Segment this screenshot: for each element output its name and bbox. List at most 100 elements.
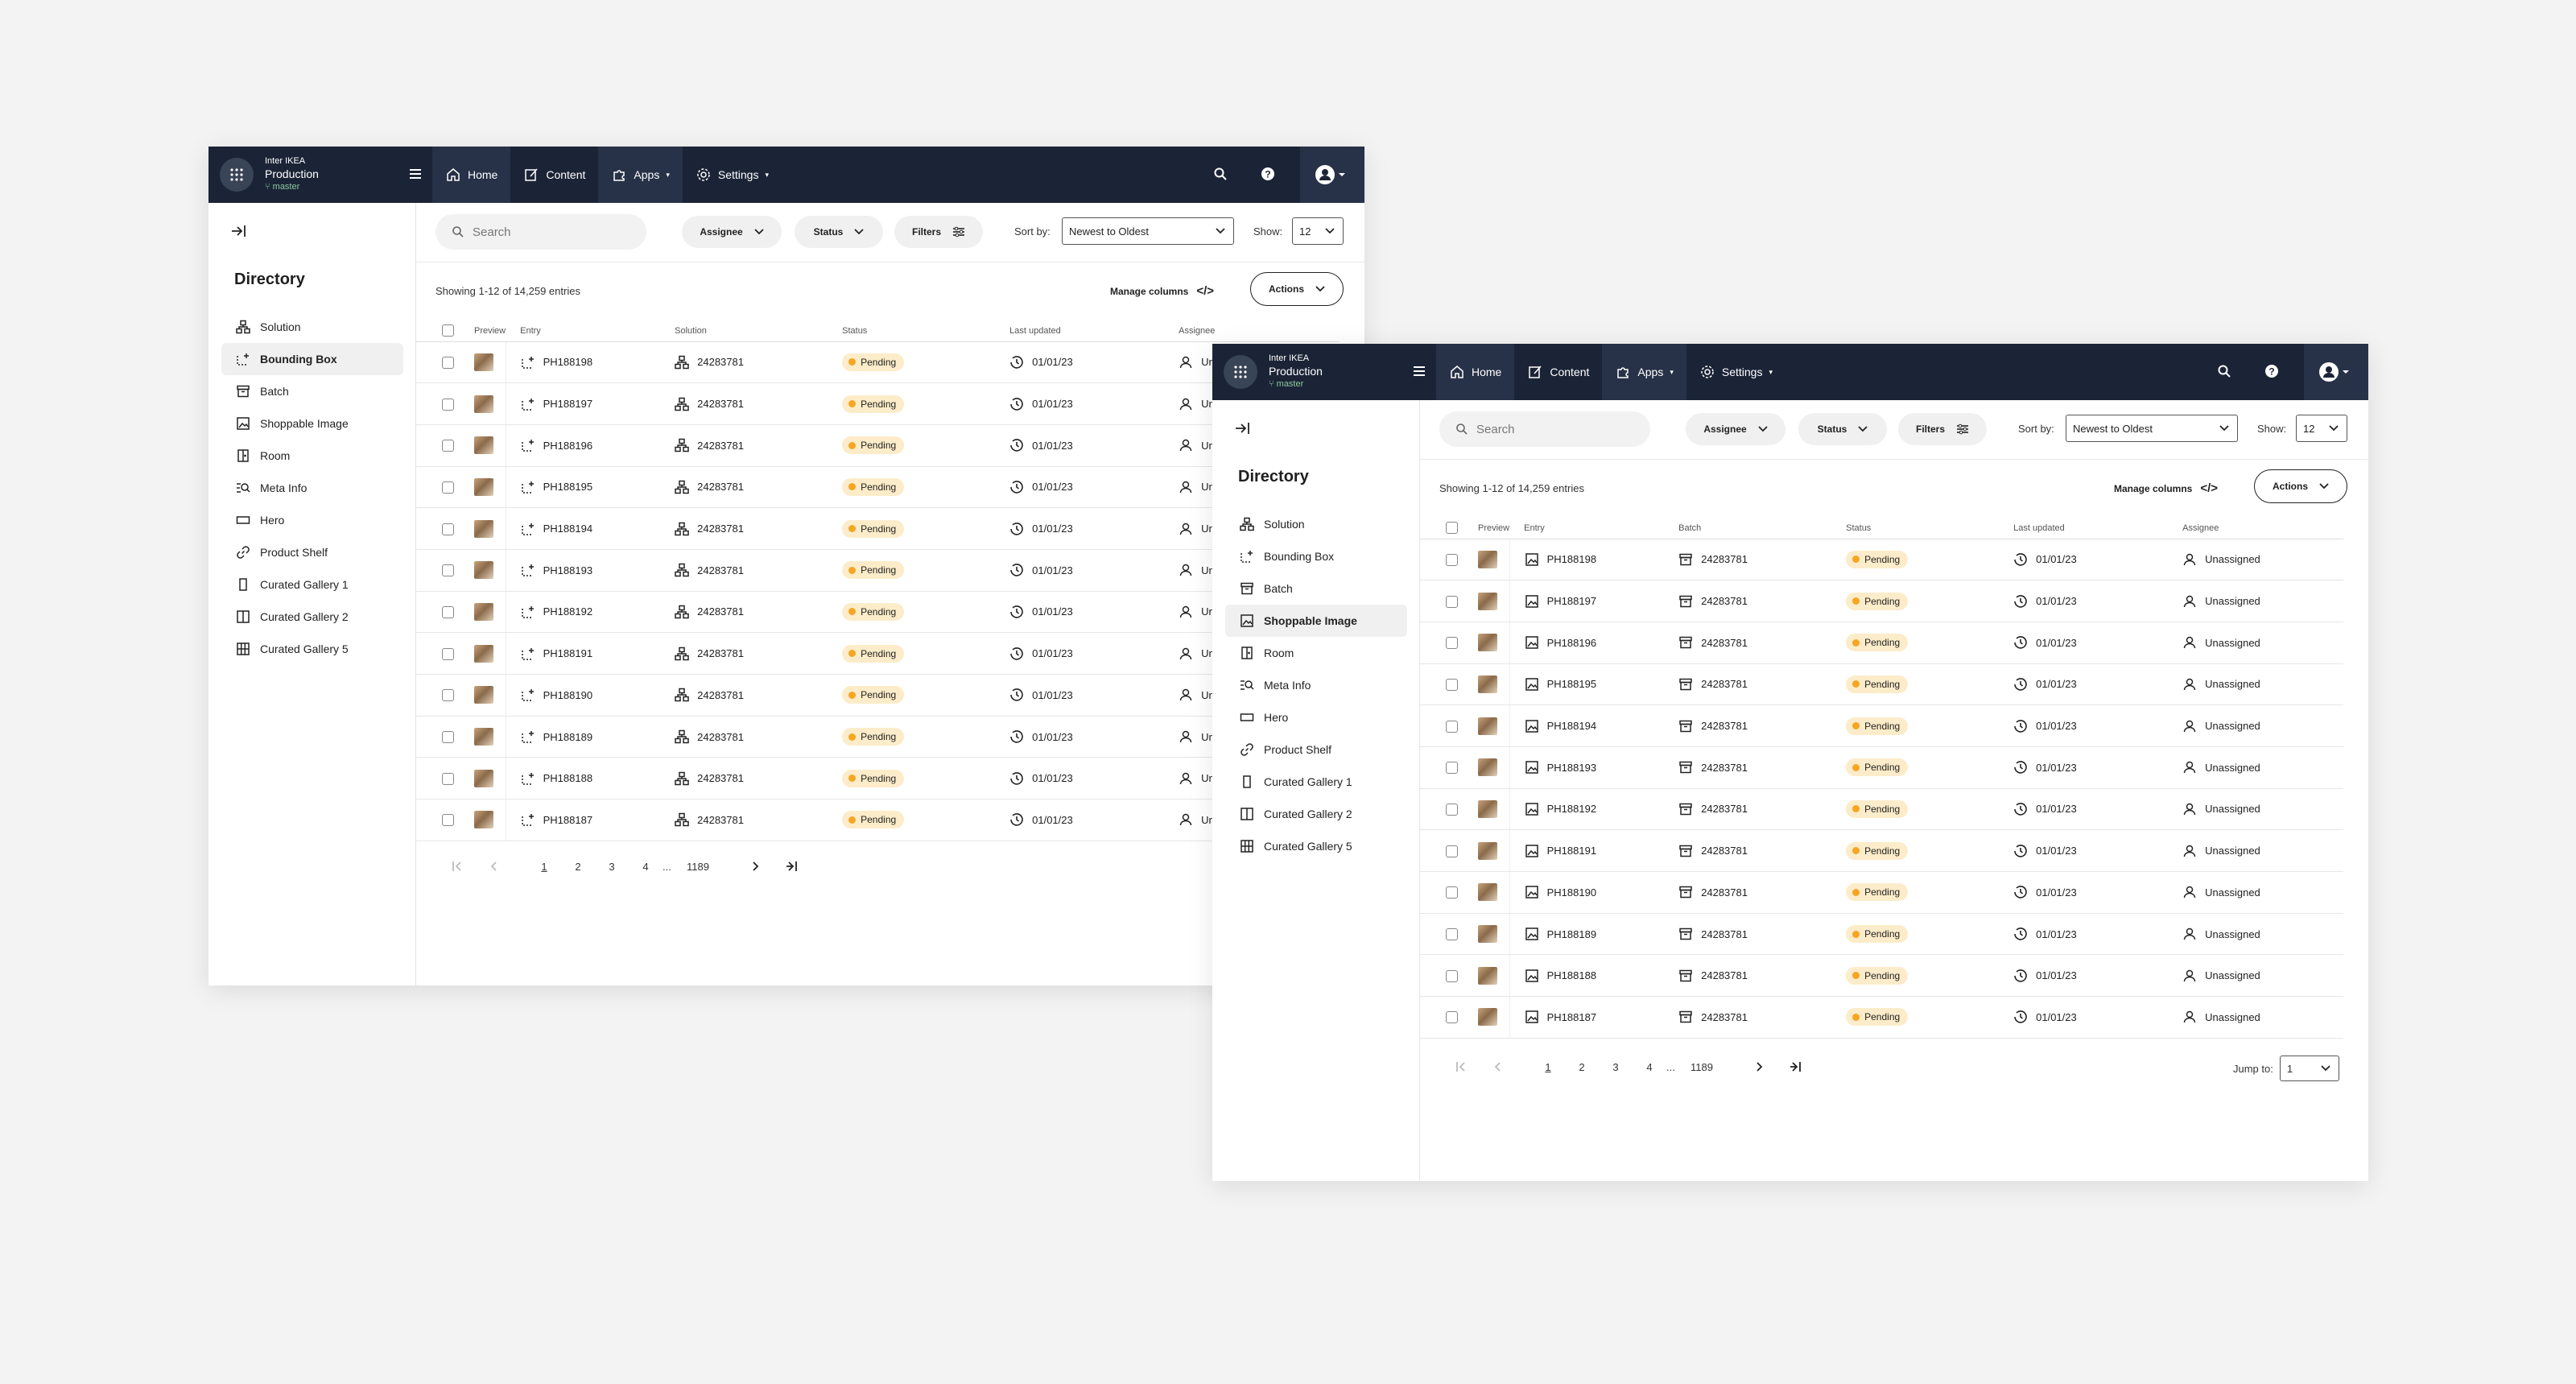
prev-page-icon[interactable] bbox=[476, 860, 513, 873]
table-row[interactable]: PH18818824283781Pending01/01/23Unassigne… bbox=[416, 757, 1340, 800]
assignee-name[interactable]: Unassigned bbox=[2205, 553, 2260, 566]
entry-id[interactable]: PH188190 bbox=[1546, 886, 1597, 899]
batch-id[interactable]: 24283781 bbox=[1701, 886, 1748, 899]
nav-home[interactable]: Home bbox=[1436, 344, 1515, 400]
assignee-name[interactable]: Unassigned bbox=[2205, 969, 2260, 982]
column-header-preview[interactable]: Preview bbox=[474, 320, 506, 342]
table-row[interactable]: PH18819824283781Pending01/01/23Unassigne… bbox=[416, 341, 1340, 384]
help-icon[interactable]: ? bbox=[1260, 166, 1276, 182]
assignee-name[interactable]: Unassigned bbox=[2205, 845, 2260, 857]
assignee-name[interactable]: Unassigned bbox=[2205, 720, 2260, 733]
nav-content[interactable]: Content bbox=[510, 147, 598, 203]
help-icon[interactable]: ? bbox=[2264, 363, 2280, 379]
column-header-assignee[interactable]: Assignee bbox=[2182, 518, 2344, 539]
search-box[interactable] bbox=[1439, 411, 1650, 447]
user-menu-button[interactable] bbox=[2304, 344, 2368, 400]
table-row[interactable]: PH18819424283781Pending01/01/23Unassigne… bbox=[416, 507, 1340, 550]
sidebar-item-curated-gallery-1[interactable]: Curated Gallery 1 bbox=[1225, 766, 1407, 798]
batch-id[interactable]: 24283781 bbox=[1701, 969, 1748, 982]
batch-id[interactable]: 24283781 bbox=[1701, 595, 1748, 608]
solution-id[interactable]: 24283781 bbox=[697, 481, 744, 494]
table-row[interactable]: PH18818724283781Pending01/01/23Unassigne… bbox=[416, 799, 1340, 841]
page-4-link[interactable]: 4 bbox=[642, 860, 649, 873]
page-3-link[interactable]: 3 bbox=[609, 860, 615, 873]
row-checkbox[interactable] bbox=[1446, 928, 1458, 941]
row-checkbox[interactable] bbox=[1446, 762, 1458, 775]
manage-columns-button[interactable]: Manage columns </> bbox=[2114, 481, 2219, 495]
row-checkbox[interactable] bbox=[442, 481, 454, 494]
preview-thumbnail[interactable] bbox=[1478, 550, 1497, 568]
select-all-checkbox[interactable] bbox=[1446, 522, 1458, 535]
assignee-name[interactable]: Unassigned bbox=[2205, 636, 2260, 649]
solution-id[interactable]: 24283781 bbox=[697, 605, 744, 618]
assignee-filter-button[interactable]: Assignee bbox=[682, 216, 782, 248]
preview-thumbnail[interactable] bbox=[474, 436, 493, 455]
sidebar-item-curated-gallery-2[interactable]: Curated Gallery 2 bbox=[221, 601, 403, 633]
search-box[interactable] bbox=[436, 214, 646, 250]
row-checkbox[interactable] bbox=[442, 356, 454, 369]
row-checkbox[interactable] bbox=[1446, 845, 1458, 857]
filters-button[interactable]: Filters bbox=[894, 216, 983, 248]
table-row[interactable]: PH18819724283781Pending01/01/23Unassigne… bbox=[416, 382, 1340, 425]
preview-thumbnail[interactable] bbox=[474, 353, 493, 371]
row-checkbox[interactable] bbox=[442, 398, 454, 411]
solution-id[interactable]: 24283781 bbox=[697, 564, 744, 576]
show-select[interactable]: 12 bbox=[1292, 217, 1344, 245]
sidebar-item-hero[interactable]: Hero bbox=[1225, 701, 1407, 733]
preview-thumbnail[interactable] bbox=[1478, 592, 1497, 610]
row-checkbox[interactable] bbox=[1446, 886, 1458, 899]
table-row[interactable]: PH188191 24283781 Pending 01/01/23 Unassigne… bbox=[1420, 829, 2344, 872]
row-checkbox[interactable] bbox=[442, 440, 454, 452]
nav-apps[interactable]: Apps ▾ bbox=[1602, 344, 1686, 400]
preview-thumbnail[interactable] bbox=[1478, 634, 1497, 652]
solution-id[interactable]: 24283781 bbox=[697, 772, 744, 785]
assignee-name[interactable]: Unassigned bbox=[2205, 927, 2260, 940]
app-launcher-button[interactable] bbox=[220, 158, 254, 192]
sidebar-item-room[interactable]: Room bbox=[1225, 637, 1407, 669]
sidebar-item-bounding-box[interactable]: Bounding Box bbox=[221, 343, 403, 375]
row-checkbox[interactable] bbox=[1446, 678, 1458, 691]
sidebar-item-batch[interactable]: Batch bbox=[221, 375, 403, 407]
entry-id[interactable]: PH188188 bbox=[543, 772, 593, 785]
manage-columns-button[interactable]: Manage columns </> bbox=[1110, 284, 1215, 298]
entry-id[interactable]: PH188187 bbox=[543, 813, 593, 826]
assignee-name[interactable]: Unassigned bbox=[2205, 595, 2260, 608]
table-row[interactable]: PH18819324283781Pending01/01/23Unassigne… bbox=[416, 549, 1340, 592]
table-row[interactable]: PH18819524283781Pending01/01/23Unassigne… bbox=[416, 466, 1340, 509]
entry-id[interactable]: PH188196 bbox=[543, 439, 593, 452]
search-input[interactable] bbox=[473, 225, 634, 239]
entry-id[interactable]: PH188192 bbox=[1546, 803, 1597, 816]
table-row[interactable]: PH188190 24283781 Pending 01/01/23 Unassigne… bbox=[1420, 871, 2344, 914]
assignee-name[interactable]: Unassigned bbox=[2205, 803, 2260, 816]
entry-id[interactable]: PH188189 bbox=[1546, 927, 1597, 940]
row-checkbox[interactable] bbox=[1446, 595, 1458, 608]
entry-id[interactable]: PH188198 bbox=[1546, 553, 1597, 566]
preview-thumbnail[interactable] bbox=[1478, 966, 1497, 985]
entry-id[interactable]: PH188193 bbox=[543, 564, 593, 576]
entry-id[interactable]: PH188195 bbox=[1546, 678, 1597, 691]
sidebar-item-shoppable-image[interactable]: Shoppable Image bbox=[221, 407, 403, 440]
page-last-link[interactable]: 1189 bbox=[1690, 1060, 1713, 1073]
row-checkbox[interactable] bbox=[442, 772, 454, 785]
assignee-name[interactable]: Unassigned bbox=[2205, 761, 2260, 774]
row-checkbox[interactable] bbox=[442, 523, 454, 535]
entry-id[interactable]: PH188193 bbox=[1546, 761, 1597, 774]
sort-select[interactable]: Newest to Oldest bbox=[1062, 217, 1234, 245]
actions-button[interactable]: Actions bbox=[1250, 272, 1344, 306]
nav-content[interactable]: Content bbox=[1514, 344, 1602, 400]
sort-select[interactable]: Newest to Oldest bbox=[2066, 415, 2238, 442]
status-filter-button[interactable]: Status bbox=[795, 216, 883, 248]
sidebar-item-meta-info[interactable]: Meta Info bbox=[1225, 669, 1407, 701]
table-row[interactable]: PH188192 24283781 Pending 01/01/23 Unassigne… bbox=[1420, 788, 2344, 831]
app-launcher-button[interactable] bbox=[1224, 355, 1257, 389]
menu-icon[interactable] bbox=[1412, 363, 1426, 379]
entry-id[interactable]: PH188197 bbox=[543, 398, 593, 411]
last-page-icon[interactable] bbox=[774, 860, 811, 873]
preview-thumbnail[interactable] bbox=[474, 561, 493, 580]
status-filter-button[interactable]: Status bbox=[1798, 413, 1887, 445]
